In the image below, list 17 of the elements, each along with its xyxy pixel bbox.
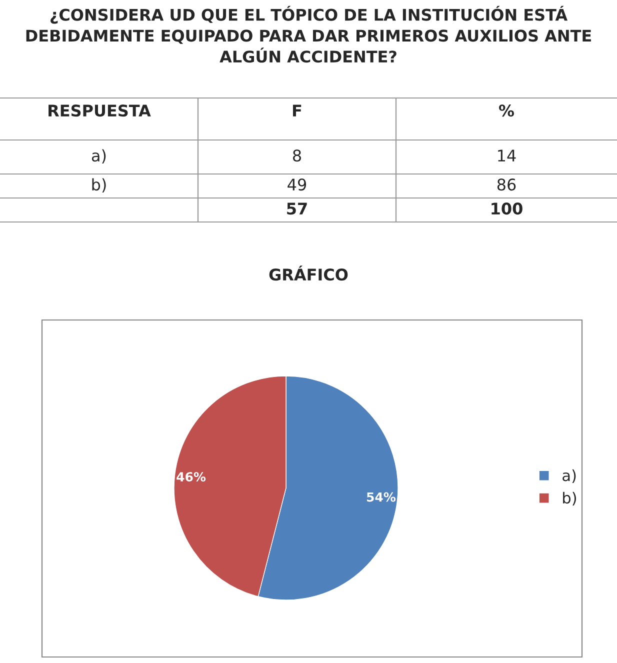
data-label: 54%	[366, 492, 396, 502]
text: ¿CONSIDERA UD QUE EL TÓPICO DE LA INSTITUCIÓN ESTÁ DEBIDAMENTE EQUIPADO PARA DAR PRIMEROS AUXILIOS ANTE ALGÚN ACCIDENTE?	[26, 6, 591, 63]
text: RESPUESTA	[48, 104, 151, 117]
text: F	[293, 104, 302, 116]
text: %	[499, 104, 514, 117]
legend-label: b)	[563, 492, 576, 506]
chart-title: GRÁFICO	[269, 266, 348, 281]
legend-label: a)	[562, 469, 576, 484]
text: 49	[288, 178, 306, 191]
text: b)	[92, 178, 106, 193]
text: 14	[498, 150, 516, 162]
text: a)	[92, 149, 106, 164]
text: 8	[293, 150, 301, 162]
text: 57	[287, 202, 307, 215]
data-label: 46%	[176, 472, 206, 482]
text: 86	[497, 178, 516, 191]
text: 100	[492, 202, 522, 215]
